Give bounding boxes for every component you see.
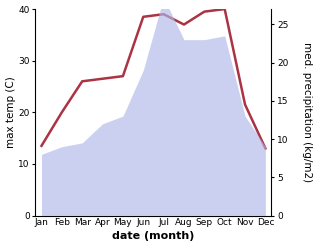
Y-axis label: max temp (C): max temp (C) bbox=[5, 76, 16, 148]
Y-axis label: med. precipitation (kg/m2): med. precipitation (kg/m2) bbox=[302, 42, 313, 182]
X-axis label: date (month): date (month) bbox=[112, 231, 195, 242]
